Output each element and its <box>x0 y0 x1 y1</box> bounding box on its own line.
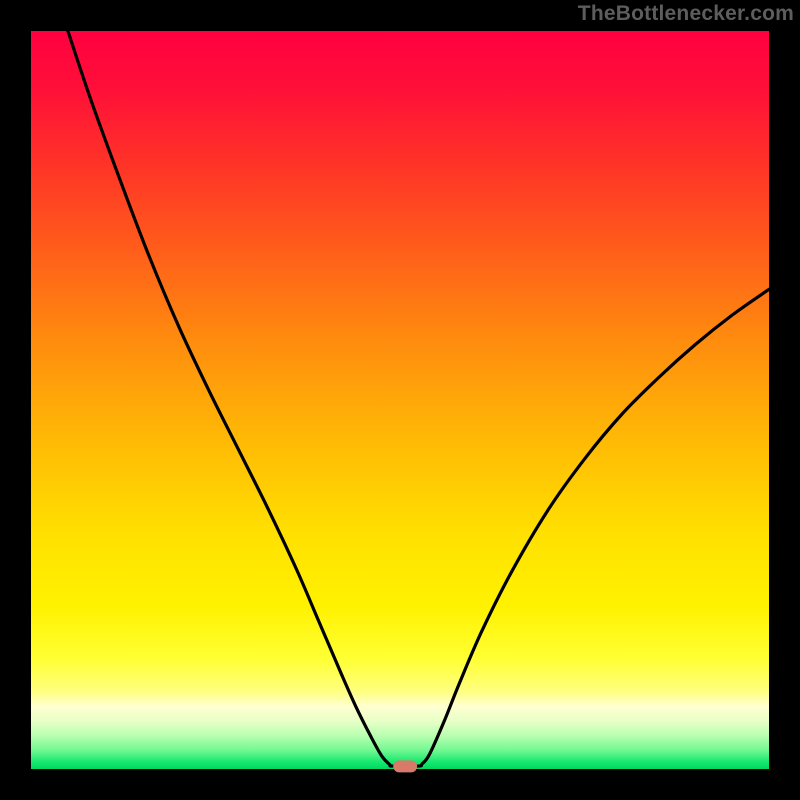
watermark-text: TheBottlenecker.com <box>578 2 794 26</box>
chart-stage: TheBottlenecker.com <box>0 0 800 800</box>
bottleneck-chart <box>0 0 800 800</box>
optimal-marker <box>393 760 417 772</box>
gradient-background <box>31 31 769 769</box>
